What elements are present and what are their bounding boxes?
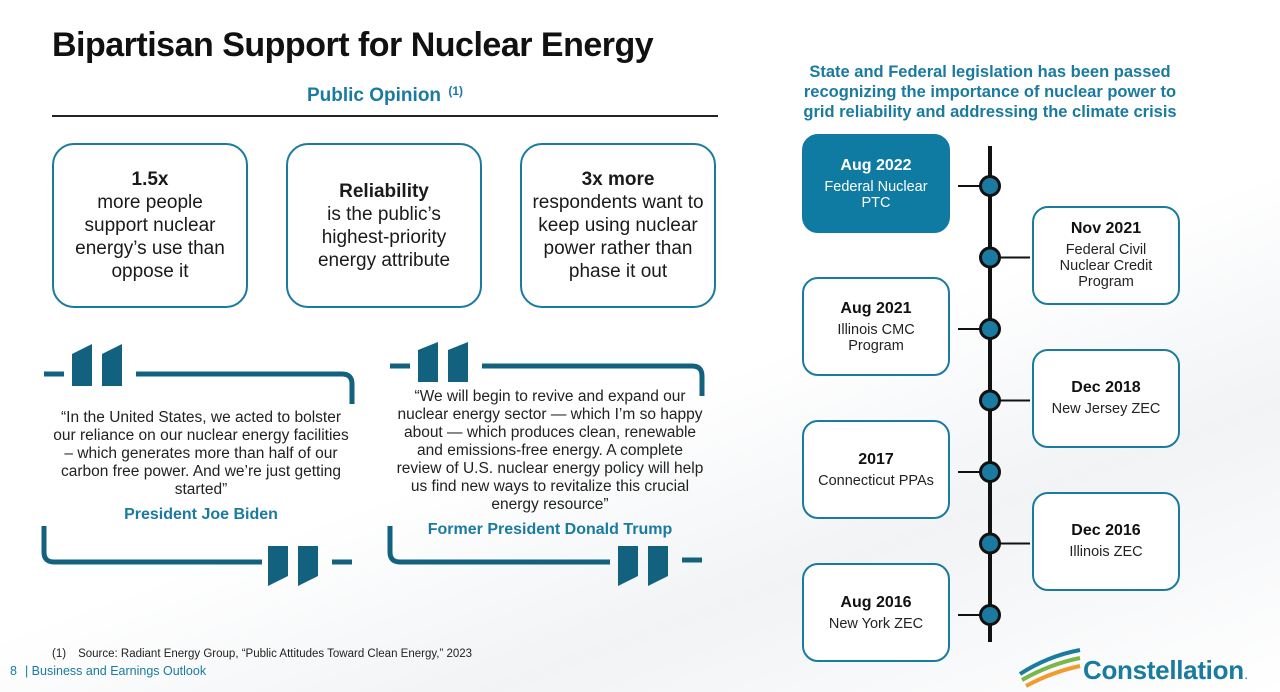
- quote-frame-trump: [387, 342, 705, 586]
- footnote-text: Source: Radiant Energy Group, “Public At…: [78, 648, 473, 660]
- timeline-card-7: Aug 2016 New York ZEC: [802, 563, 950, 662]
- timeline-card-2: Nov 2021 Federal Civil Nuclear Credit Pro…: [1032, 205, 1180, 305]
- timeline-node-icon: [979, 246, 1001, 269]
- opinion-card-highlight: Reliability: [339, 180, 429, 202]
- timeline-label: Illinois ZEC: [1069, 544, 1143, 560]
- timeline-label: Connecticut PPAs: [818, 472, 934, 489]
- timeline-label: New York ZEC: [828, 615, 924, 632]
- brand-wordmark: Constellation.: [1083, 655, 1248, 686]
- footer-label: | Business and Earnings Outlook: [24, 664, 207, 678]
- timeline-label: Federal Civil Nuclear Credit Program: [1059, 242, 1153, 290]
- timeline-label: New Jersey ZEC: [1051, 401, 1161, 417]
- timeline-node-icon: [979, 461, 1001, 483]
- opinion-card-highlight: 3x more: [581, 169, 655, 190]
- timeline-card-3: Aug 2021 Illinois CMC Program: [802, 277, 950, 376]
- opinion-card-highlight: 1.5x: [131, 169, 169, 190]
- source-footnote: (1) Source: Radiant Energy Group, “Public…: [52, 648, 472, 660]
- timeline-card-6: Dec 2016 Illinois ZEC: [1032, 491, 1180, 591]
- open-quote-icon: [390, 342, 705, 396]
- timeline-date: Aug 2021: [840, 299, 912, 317]
- timeline-date: Dec 2018: [1071, 379, 1141, 396]
- opinion-card-2: Reliability is the public’s highest-prio…: [286, 143, 482, 308]
- opinion-card-text: is the public’s highest-priority energy …: [317, 203, 451, 271]
- quote-text-trump: “We will begin to revive and expand our …: [396, 388, 704, 513]
- timeline-node-icon: [979, 318, 1001, 340]
- opinion-card-text: respondents want to keep using nuclear p…: [532, 192, 704, 282]
- timeline-node-icon: [979, 532, 1001, 555]
- opinion-card-1: 1.5x more people support nuclear energy’…: [52, 143, 248, 308]
- legislation-heading: State and Federal legislation has been p…: [803, 63, 1177, 121]
- footnote-ref: (1): [448, 84, 463, 98]
- close-quote-icon: [387, 526, 702, 586]
- open-quote-icon: [44, 344, 355, 404]
- page-number: 8: [10, 664, 17, 678]
- constellation-logo-icon: [1018, 648, 1081, 688]
- timeline-axis: [958, 146, 1030, 642]
- timeline-date: 2017: [858, 450, 894, 468]
- brand-mark: .: [1244, 671, 1248, 682]
- brand-name: Constellation: [1083, 655, 1244, 685]
- opinion-card-3: 3x more respondents want to keep using n…: [520, 143, 716, 308]
- public-opinion-heading-text: Public Opinion: [306, 85, 442, 106]
- timeline-label: Illinois CMC Program: [837, 321, 915, 354]
- section-divider: [52, 115, 718, 117]
- quote-frame-biden: [41, 344, 355, 586]
- timeline-node-icon: [979, 604, 1001, 626]
- timeline-card-4: Dec 2018 New Jersey ZEC: [1032, 348, 1180, 448]
- timeline-date: Aug 2022: [840, 156, 912, 174]
- timeline-card-5: 2017 Connecticut PPAs: [802, 420, 950, 519]
- timeline-date: Aug 2016: [840, 593, 912, 611]
- footnote-number: (1): [52, 648, 67, 660]
- timeline-node-icon: [979, 175, 1001, 197]
- timeline-card-1: Aug 2022 Federal Nuclear PTC: [802, 134, 950, 233]
- quote-attribution-biden: President Joe Biden: [124, 506, 278, 523]
- close-quote-icon: [41, 526, 352, 586]
- page-title: Bipartisan Support for Nuclear Energy: [52, 26, 654, 64]
- public-opinion-heading: Public Opinion (1): [52, 84, 718, 107]
- opinion-card-text: more people support nuclear energy’s use…: [75, 192, 225, 282]
- timeline-date: Nov 2021: [1070, 220, 1142, 237]
- page-footer: 8 | Business and Earnings Outlook: [10, 664, 206, 678]
- timeline-node-icon: [979, 389, 1001, 412]
- timeline-label: Federal Nuclear PTC: [824, 178, 928, 211]
- quote-attribution-trump: Former President Donald Trump: [427, 521, 673, 538]
- timeline-date: Dec 2016: [1071, 522, 1141, 539]
- quote-text-biden: “In the United States, we acted to bolst…: [53, 409, 349, 498]
